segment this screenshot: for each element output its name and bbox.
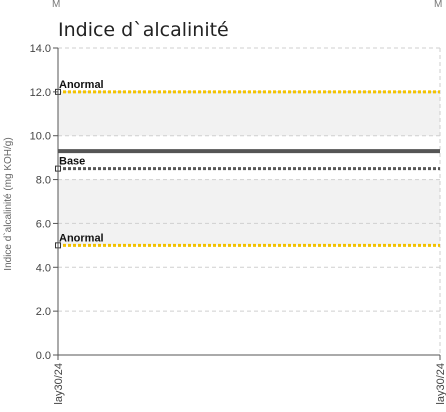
bands-layer [58, 91, 440, 246]
x-tick-label: lay30/24 [435, 363, 446, 405]
axes-layer [53, 47, 441, 360]
y-axis-label: Indice d`alcalinité (mg KOH/g) [2, 137, 14, 270]
y-tick-label: 8.0 [36, 175, 51, 187]
reference-lines-layer: Anormal Base Anormal [55, 79, 440, 249]
band-1 [58, 179, 440, 246]
y-tick-label: 12.0 [30, 87, 51, 99]
reference-label: Anormal [59, 79, 104, 91]
y-tick-label: 0.0 [36, 350, 51, 362]
y-ticks-layer: 0.0 2.0 4.0 6.0 8.0 10.0 12.0 14.0 [30, 43, 51, 362]
top-mark-left: M [52, 0, 60, 10]
top-mark-right: M [434, 0, 442, 10]
y-tick-label: 10.0 [30, 131, 51, 143]
x-tick-label: lay30/24 [53, 363, 65, 405]
reference-label: Anormal [59, 232, 104, 244]
y-tick-label: 2.0 [36, 306, 51, 318]
y-tick-label: 4.0 [36, 262, 51, 274]
y-tick-label: 6.0 [36, 218, 51, 230]
reference-label: Base [59, 156, 85, 168]
y-tick-label: 14.0 [30, 43, 51, 55]
x-ticks-layer: lay30/24 lay30/24 [53, 363, 446, 405]
chart-title: Indice d`alcalinité [58, 19, 229, 41]
band-0 [58, 91, 440, 136]
